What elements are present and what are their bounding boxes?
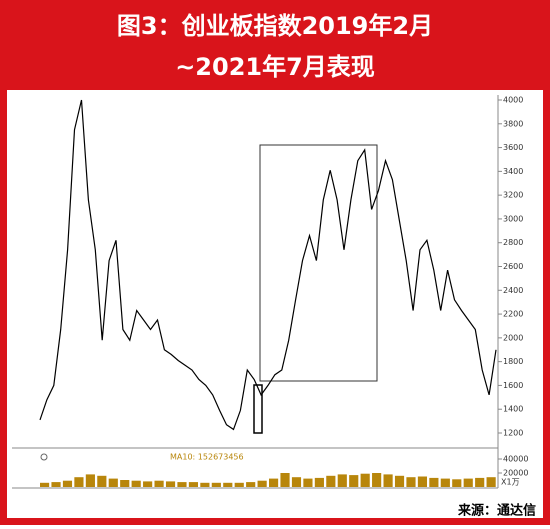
icon xyxy=(40,453,48,461)
volume-bar xyxy=(211,482,221,487)
y-tick-label: 4000 xyxy=(503,96,523,105)
volume-bar xyxy=(303,478,313,487)
volume-bar xyxy=(269,478,279,487)
volume-tick-label: 20000 xyxy=(503,469,528,478)
volume-bar xyxy=(62,480,73,487)
volume-tick-label: 40000 xyxy=(503,455,528,464)
chart-title: 图3：创业板指数2019年2月 xyxy=(117,12,433,40)
volume-bar xyxy=(326,475,336,487)
panel xyxy=(7,90,543,518)
y-tick-label: 2400 xyxy=(503,286,523,295)
highlight-box xyxy=(259,144,378,382)
y-tick-label: 1600 xyxy=(503,381,523,390)
volume-bar xyxy=(349,475,359,487)
volume-bar xyxy=(372,473,382,487)
volume-bar xyxy=(223,482,233,487)
y-tick-label: 3200 xyxy=(503,191,523,200)
volume-bar xyxy=(440,478,450,487)
volume-bar xyxy=(394,475,405,487)
volume-bar xyxy=(108,478,118,487)
chart-subtitle: ~2021年7月表现 xyxy=(175,53,375,81)
volume-bar xyxy=(360,473,370,487)
volume-bar xyxy=(406,477,416,487)
volume-bar xyxy=(143,481,153,487)
volume-bar xyxy=(246,482,256,487)
y-tick-label: 2200 xyxy=(503,310,523,319)
volume-bar xyxy=(120,480,130,487)
volume-bar xyxy=(200,482,210,487)
volume-bar xyxy=(85,474,95,487)
volume-bar xyxy=(257,480,267,487)
volume-bar xyxy=(452,479,462,487)
volume-unit: X1万 xyxy=(501,478,520,487)
volume-bar xyxy=(154,480,164,487)
volume-bar xyxy=(337,474,347,487)
volume-bar xyxy=(291,477,302,487)
price-line xyxy=(39,99,497,431)
volume-bar xyxy=(417,476,428,487)
volume-bar xyxy=(131,480,141,487)
y-tick-label: 1800 xyxy=(503,357,523,366)
volume-bar xyxy=(486,477,496,487)
volume-label: MA10: 152673456 xyxy=(170,453,244,462)
y-tick-label: 3600 xyxy=(503,143,523,152)
volume-bar xyxy=(463,478,473,487)
volume-bar xyxy=(40,482,50,487)
y-tick-label: 2000 xyxy=(503,333,523,342)
volume-bar xyxy=(51,482,61,487)
y-tick-label: 1400 xyxy=(503,405,523,414)
source: 来源：通达信 xyxy=(457,503,536,519)
volume-bar xyxy=(234,482,244,487)
volume-bar xyxy=(74,477,84,487)
volume-bar xyxy=(475,477,485,487)
highlight-box xyxy=(253,384,263,434)
y-tick-label: 3000 xyxy=(503,214,523,223)
volume-bar xyxy=(383,474,393,487)
y-tick-label: 1200 xyxy=(503,429,523,438)
y-tick-label: 2800 xyxy=(503,238,523,247)
y-tick-label: 2600 xyxy=(503,262,523,271)
volume-bar xyxy=(314,477,324,487)
volume-bar xyxy=(177,482,187,487)
y-tick-label: 3400 xyxy=(503,167,523,176)
volume-bar xyxy=(280,473,290,487)
volume-bar xyxy=(429,477,439,487)
y-tick-label: 3800 xyxy=(503,119,523,128)
volume-bar xyxy=(165,481,176,487)
volume-bar xyxy=(97,475,107,487)
volume-bar xyxy=(188,482,199,487)
